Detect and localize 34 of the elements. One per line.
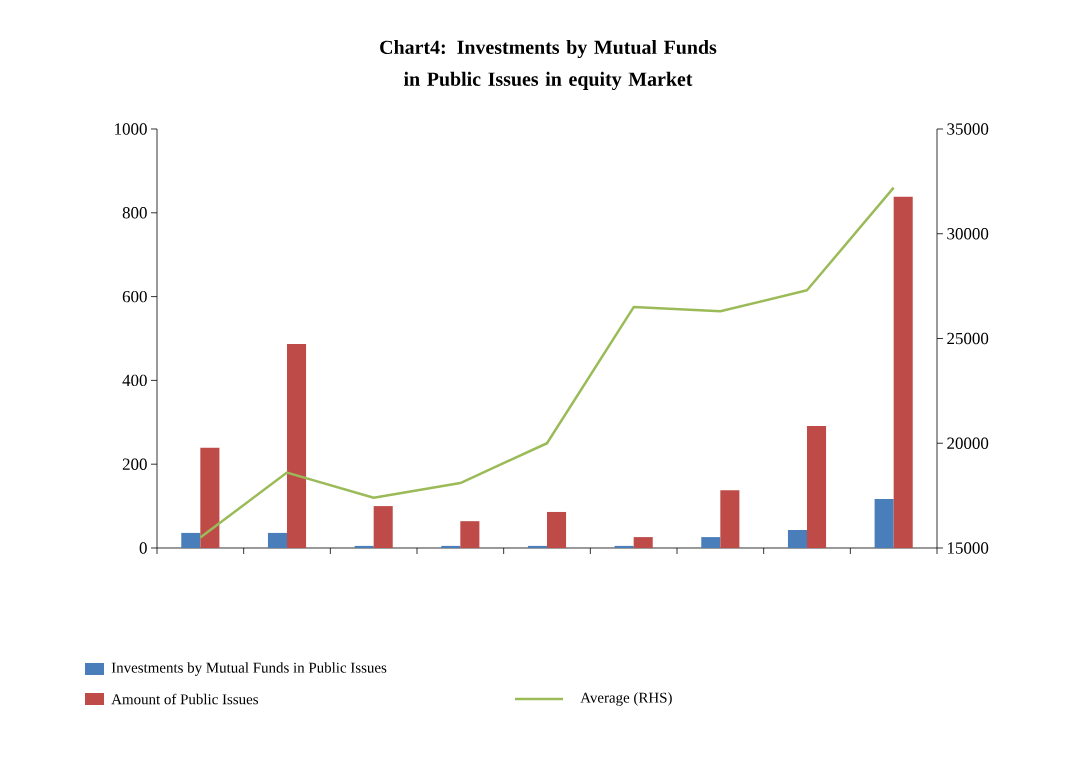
bar bbox=[547, 511, 567, 548]
bar bbox=[720, 490, 740, 548]
y-tick-label: 1000 bbox=[115, 123, 147, 135]
bar bbox=[614, 545, 634, 548]
legend-label: Investments by Mutual Funds in Public Issues bbox=[111, 662, 387, 676]
line-series bbox=[199, 186, 895, 539]
bar bbox=[441, 545, 461, 548]
chart-title: Chart4: Investments by Mutual Funds in Public Issues in equity Market bbox=[380, 39, 717, 90]
y-tick-label: 0 bbox=[139, 542, 147, 554]
y-tick-label: 600 bbox=[122, 290, 147, 303]
y-tick-label: 200 bbox=[122, 458, 147, 470]
legend-label: Average (RHS) bbox=[580, 692, 672, 706]
bar bbox=[787, 529, 807, 548]
bar bbox=[701, 537, 721, 548]
bar bbox=[354, 545, 374, 548]
bar bbox=[373, 506, 393, 548]
y2-tick-label: 35000 bbox=[947, 123, 989, 135]
bar bbox=[893, 196, 913, 548]
y2-tick-label: 25000 bbox=[947, 332, 989, 345]
y-tick-label: 400 bbox=[122, 374, 147, 387]
y2-tick-label: 30000 bbox=[947, 228, 989, 240]
bar bbox=[527, 545, 547, 548]
bar bbox=[287, 343, 307, 548]
y2-tick-label: 20000 bbox=[947, 437, 989, 449]
legend-label: Amount of Public Issues bbox=[111, 693, 259, 705]
bar bbox=[874, 498, 894, 548]
bar bbox=[807, 426, 827, 548]
bar bbox=[633, 537, 653, 548]
y-tick-label: 800 bbox=[122, 207, 147, 219]
bar bbox=[460, 521, 480, 548]
y2-tick-label: 15000 bbox=[948, 542, 989, 554]
bar bbox=[200, 447, 220, 548]
bar bbox=[181, 532, 201, 548]
bar bbox=[267, 532, 287, 548]
